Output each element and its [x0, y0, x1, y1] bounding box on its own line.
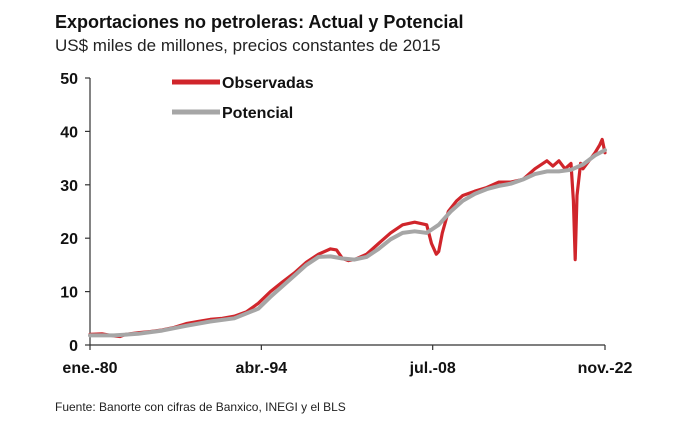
- x-tick-label: abr.-94: [236, 360, 288, 377]
- source-note: Fuente: Banorte con cifras de Banxico, I…: [55, 400, 346, 414]
- x-tick-label: jul.-08: [409, 360, 456, 377]
- y-tick-label: 0: [69, 338, 78, 355]
- y-tick-label: 20: [60, 231, 78, 248]
- series-line-potencial: [88, 148, 607, 338]
- y-tick-label: 10: [60, 285, 78, 302]
- y-tick-label: 30: [60, 178, 78, 195]
- chart-title: Exportaciones no petroleras: Actual y Po…: [55, 12, 464, 32]
- chart-subtitle: US$ miles de millones, precios constante…: [55, 36, 441, 55]
- series-line-observadas: [88, 137, 607, 339]
- x-tick-label: nov.-22: [578, 360, 633, 377]
- y-tick-label: 50: [60, 71, 78, 88]
- legend-label-potencial: Potencial: [222, 105, 293, 122]
- legend-label-observadas: Observadas: [222, 75, 314, 92]
- y-tick-label: 40: [60, 124, 78, 141]
- x-tick-label: ene.-80: [62, 360, 117, 377]
